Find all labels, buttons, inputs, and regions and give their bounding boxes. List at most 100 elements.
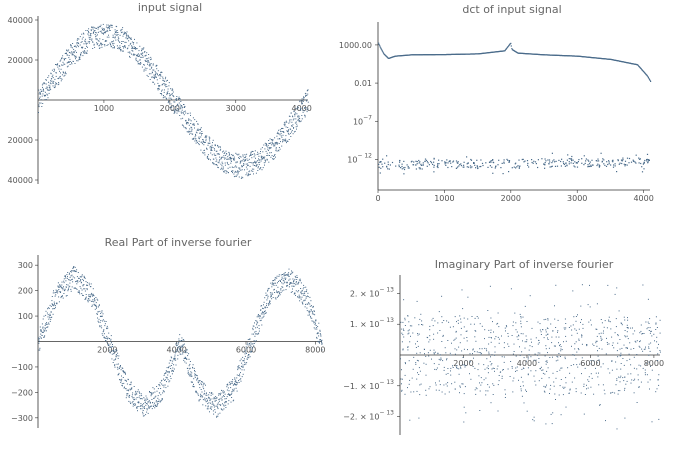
data-point [201, 131, 203, 132]
data-point [212, 393, 214, 395]
data-point [457, 319, 459, 321]
data-point [263, 313, 265, 315]
data-point [200, 149, 202, 151]
data-point [296, 283, 298, 285]
data-point [47, 314, 49, 316]
data-point [218, 400, 220, 402]
data-point [48, 323, 50, 325]
data-point [502, 173, 504, 175]
data-point [145, 404, 147, 406]
data-point [285, 274, 287, 276]
data-point [93, 32, 94, 33]
data-point [513, 343, 515, 345]
data-point [95, 297, 97, 298]
data-point [529, 345, 531, 347]
data-point [649, 379, 651, 381]
data-point [214, 149, 216, 151]
data-point [261, 312, 263, 314]
data-point [279, 129, 281, 131]
data-point [292, 133, 294, 135]
data-point [429, 325, 431, 327]
data-point [244, 355, 246, 357]
data-point [586, 384, 587, 386]
data-point [565, 340, 567, 342]
data-point [157, 74, 158, 76]
data-point [81, 38, 83, 40]
data-point [197, 129, 199, 131]
data-point [633, 379, 635, 381]
data-point [108, 332, 110, 334]
data-point [137, 60, 139, 62]
data-point [408, 360, 410, 362]
data-point [630, 348, 632, 350]
data-point [480, 353, 482, 355]
data-point [270, 295, 272, 297]
data-point [97, 26, 99, 28]
data-point [568, 163, 570, 165]
data-point [401, 165, 403, 168]
data-point [110, 45, 112, 47]
data-point [242, 165, 243, 167]
data-point [94, 30, 96, 32]
data-point [122, 35, 124, 37]
data-point [130, 37, 132, 39]
data-point [55, 75, 57, 77]
data-point [300, 298, 302, 300]
data-point [251, 351, 252, 353]
data-point [175, 364, 177, 366]
data-point [562, 394, 564, 396]
data-point [419, 168, 421, 170]
data-point [138, 56, 140, 57]
data-point [260, 313, 262, 315]
data-point [479, 382, 480, 384]
data-point [114, 29, 116, 31]
data-point [382, 51, 384, 53]
data-point [589, 56, 591, 58]
data-point [64, 53, 66, 54]
data-point [305, 303, 306, 305]
data-point [320, 335, 322, 337]
data-point [560, 414, 562, 416]
data-point [646, 158, 648, 160]
data-point [493, 331, 494, 333]
data-point [410, 391, 412, 393]
data-point [316, 332, 318, 334]
data-point [656, 341, 658, 343]
data-point [543, 385, 545, 387]
data-point [505, 325, 507, 327]
data-point [518, 166, 520, 168]
data-point [49, 304, 51, 306]
data-point [82, 32, 84, 34]
data-point [64, 290, 65, 292]
data-point [616, 368, 618, 370]
data-point [102, 43, 104, 45]
data-point [309, 305, 311, 307]
data-point [551, 162, 553, 164]
data-point [628, 157, 631, 160]
data-point [65, 73, 67, 75]
data-point [153, 397, 155, 399]
data-point [127, 51, 129, 53]
data-point [567, 154, 569, 156]
data-point [107, 337, 109, 339]
data-point [387, 168, 389, 170]
data-point [228, 381, 230, 383]
data-point [216, 405, 218, 407]
data-point [596, 362, 598, 364]
data-point [481, 382, 483, 384]
data-point [418, 162, 420, 164]
data-point [563, 387, 565, 389]
data-point [290, 291, 292, 293]
data-point [78, 290, 80, 292]
data-point [506, 326, 508, 328]
data-point [253, 156, 255, 158]
data-point [557, 331, 558, 333]
data-point [480, 352, 482, 354]
data-point [404, 393, 406, 395]
data-point [442, 334, 444, 336]
data-point [90, 300, 92, 302]
data-point [66, 52, 67, 54]
data-point [47, 308, 49, 310]
data-point [261, 158, 263, 160]
data-point [159, 385, 161, 387]
